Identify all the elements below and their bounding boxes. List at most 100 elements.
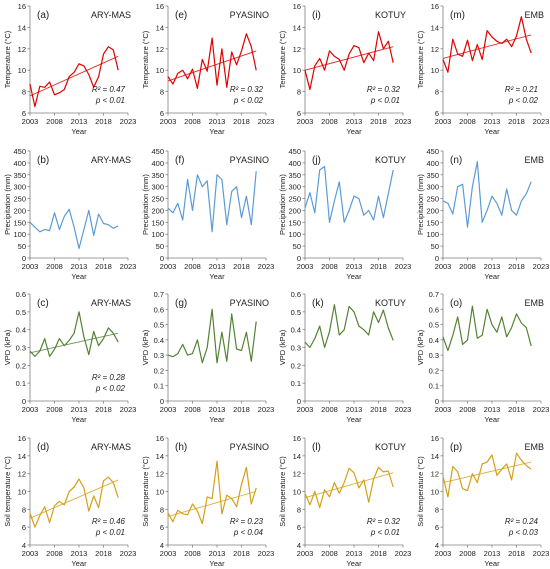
x-tick-label: 2018 <box>370 549 387 558</box>
r-squared-label: R² = 0.23 <box>230 517 264 526</box>
y-tick-label: 200 <box>151 206 164 215</box>
x-tick-label: 2018 <box>508 405 525 414</box>
y-tick-label: 400 <box>13 159 26 168</box>
x-tick-label: 2008 <box>46 549 63 558</box>
y-tick-label: 50 <box>431 242 439 251</box>
y-tick-label: 0.1 <box>154 382 164 391</box>
y-tick-label: 0.6 <box>429 305 439 314</box>
x-tick-label: 2023 <box>258 405 275 414</box>
y-tick-label: 150 <box>426 218 439 227</box>
y-tick-label: 16 <box>18 2 26 11</box>
y-tick-label: 6 <box>297 523 301 532</box>
x-tick-label: 2018 <box>508 262 525 271</box>
y-tick-label: 0.1 <box>291 379 301 388</box>
x-axis-title: Year <box>209 272 225 281</box>
y-axis-title: Precipitation (mm) <box>278 174 287 235</box>
y-tick-label: 0.3 <box>154 351 164 360</box>
x-axis-title: Year <box>209 559 225 568</box>
x-tick-label: 2008 <box>321 405 338 414</box>
x-tick-label: 2003 <box>435 549 452 558</box>
y-tick-label: 16 <box>18 434 26 443</box>
x-tick-label: 2008 <box>184 117 201 126</box>
y-tick-label: 0 <box>160 254 164 263</box>
x-tick-label: 2023 <box>395 117 412 126</box>
trend-line <box>29 332 119 354</box>
r-squared-label: R² = 0.21 <box>505 85 538 94</box>
chart-panel-m: 6 8 10 12 14 16 2003 2008 2013 2018 2023 Year Temper… <box>416 2 549 136</box>
y-axis-title: Precipitation (mm) <box>416 174 425 235</box>
site-label: KOTUY <box>375 155 406 165</box>
y-tick-label: 250 <box>151 195 164 204</box>
y-tick-label: 10 <box>156 488 164 497</box>
series-line <box>167 308 257 364</box>
series-line <box>167 33 257 90</box>
x-tick-label: 2003 <box>22 117 39 126</box>
y-tick-label: 6 <box>435 523 439 532</box>
x-axis-title: Year <box>209 415 225 424</box>
panel-label: (h) <box>175 442 187 453</box>
y-tick-label: 100 <box>288 230 301 239</box>
series-line <box>29 46 119 108</box>
series-line <box>442 305 532 352</box>
site-label: ARY-MAS <box>91 155 131 165</box>
x-axis-title: Year <box>484 272 500 281</box>
y-tick-label: 0 <box>297 254 301 263</box>
y-tick-label: 0 <box>297 397 301 406</box>
x-tick-label: 2008 <box>46 117 63 126</box>
y-tick-label: 8 <box>435 505 439 514</box>
y-tick-label: 400 <box>288 159 301 168</box>
site-label: KOTUY <box>375 10 406 20</box>
y-tick-label: 300 <box>288 183 301 192</box>
y-tick-label: 200 <box>13 206 26 215</box>
y-axis-title: Precipitation (mm) <box>3 174 12 235</box>
y-tick-label: 150 <box>13 218 26 227</box>
panel-label: (i) <box>312 10 321 21</box>
x-tick-label: 2008 <box>459 117 476 126</box>
y-tick-label: 6 <box>160 523 164 532</box>
y-tick-label: 350 <box>288 171 301 180</box>
x-axis-title: Year <box>484 415 500 424</box>
series-line <box>167 171 257 233</box>
y-axis-title: VPD (kPa) <box>141 329 150 365</box>
y-tick-label: 0.5 <box>16 308 26 317</box>
x-axis-title: Year <box>71 559 87 568</box>
y-axis-title: Soil temperature (°C) <box>278 456 287 527</box>
chart-panel-f: 0 50 100 150 200 250 300 350 400 450 2003 2008 2013 2… <box>141 147 274 281</box>
r-squared-label: R² = 0.46 <box>92 517 126 526</box>
y-tick-label: 12 <box>18 45 26 54</box>
x-tick-label: 2003 <box>297 262 314 271</box>
y-tick-label: 10 <box>156 66 164 75</box>
x-tick-label: 2003 <box>435 117 452 126</box>
site-label: ARY-MAS <box>91 442 131 452</box>
y-tick-label: 100 <box>426 230 439 239</box>
x-tick-label: 2003 <box>22 262 39 271</box>
y-tick-label: 450 <box>151 147 164 156</box>
y-tick-label: 8 <box>297 88 301 97</box>
x-tick-label: 2008 <box>459 549 476 558</box>
chart-panel-o: 0 0.1 0.2 0.3 0.4 0.5 0.6 0.7 2003 2008 2013 2018 20… <box>416 290 549 424</box>
y-tick-label: 6 <box>160 109 164 118</box>
y-tick-label: 450 <box>288 147 301 156</box>
y-tick-label: 8 <box>160 505 164 514</box>
y-tick-label: 50 <box>293 242 301 251</box>
x-tick-label: 2003 <box>160 262 177 271</box>
y-tick-label: 0.5 <box>291 308 301 317</box>
y-tick-label: 12 <box>156 45 164 54</box>
p-value-label: p < 0.01 <box>95 528 125 537</box>
x-tick-label: 2013 <box>346 117 363 126</box>
y-tick-label: 8 <box>22 88 26 97</box>
site-label: KOTUY <box>375 442 406 452</box>
x-tick-label: 2013 <box>346 405 363 414</box>
y-tick-label: 0.3 <box>291 344 301 353</box>
y-tick-label: 14 <box>18 452 26 461</box>
series-line <box>304 466 394 509</box>
trend-line <box>167 491 257 517</box>
series-line <box>442 16 532 73</box>
y-tick-label: 400 <box>426 159 439 168</box>
x-axis-title: Year <box>484 559 500 568</box>
y-axis-title: Temperature (°C) <box>3 30 12 88</box>
panel-label: (j) <box>312 155 321 166</box>
p-value-label: p < 0.02 <box>95 384 126 393</box>
y-tick-label: 14 <box>431 452 439 461</box>
